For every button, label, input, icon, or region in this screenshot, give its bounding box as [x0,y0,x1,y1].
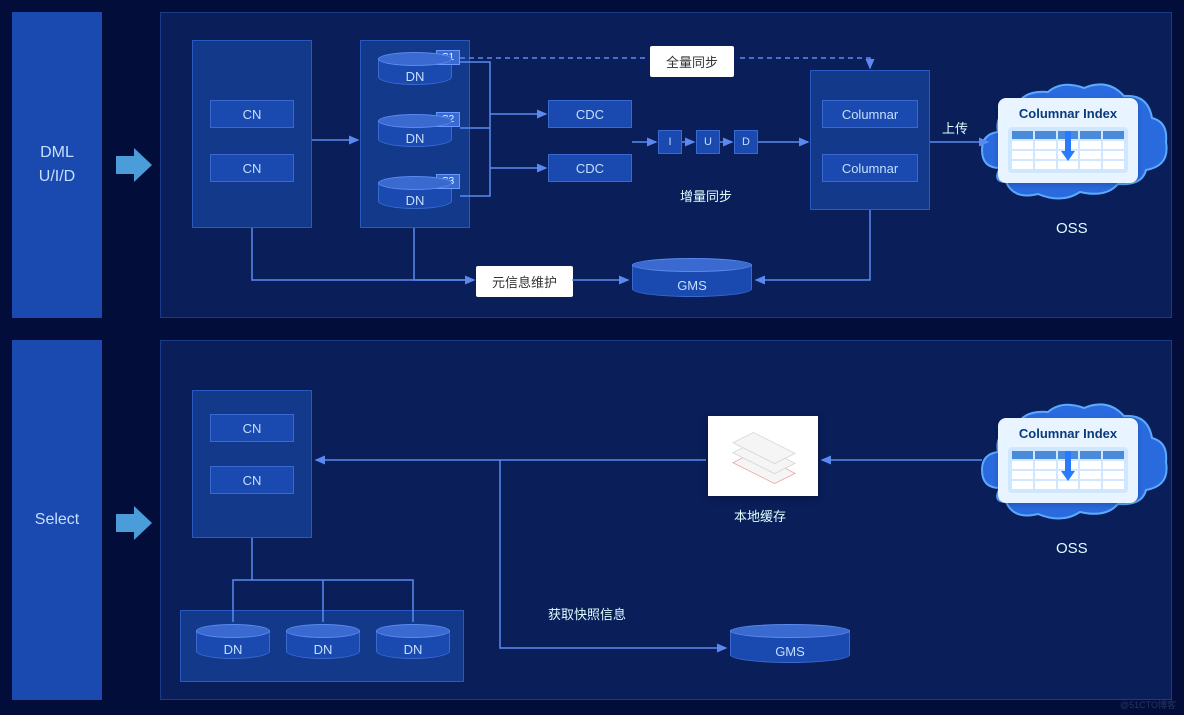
node-columnar-0: Columnar [822,100,918,128]
group-columnar [810,70,930,210]
node-cn-bottom-0: CN [210,414,294,442]
label-meta: 元信息维护 [476,266,573,297]
layers-icon [728,431,798,481]
group-cn-bottom [192,390,312,538]
box-d: D [734,130,758,154]
box-i: I [658,130,682,154]
label-incremental: 增量同步 [680,186,732,205]
cyl-gms-bottom: GMS [730,624,850,663]
sidebar-select: Select [12,340,102,700]
sidebar-dml: DML U/I/D [12,12,102,318]
node-cn-top-1: CN [210,154,294,182]
node-cdc-0: CDC [548,100,632,128]
down-arrow-icon-bottom [1063,451,1073,481]
label-oss-top: OSS [1056,220,1088,237]
box-u: U [696,130,720,154]
label-upload: 上传 [942,118,968,137]
label-snapshot: 获取快照信息 [548,604,626,623]
down-arrow-icon [1063,131,1073,161]
cyl-gms-top: GMS [632,258,752,297]
cyl-dn-bottom-1: DN [286,624,360,659]
sidebar-dml-line2: U/I/D [39,165,75,189]
cyl-dn-top-1: DN [378,114,452,147]
node-cn-bottom-1: CN [210,466,294,494]
oss-card-bottom: Columnar Index [998,418,1138,503]
oss-title-top: Columnar Index [1008,106,1128,121]
oss-table-icon-bottom [1008,447,1128,493]
label-full-sync: 全量同步 [650,46,734,77]
cyl-dn-top-0: DN [378,52,452,85]
group-cn-top [192,40,312,228]
label-cache: 本地缓存 [734,506,786,525]
oss-table-icon [1008,127,1128,173]
watermark: @51CTO博客 [1120,698,1176,711]
cyl-dn-bottom-2: DN [376,624,450,659]
cyl-dn-top-2: DN [378,176,452,209]
node-cdc-1: CDC [548,154,632,182]
sidebar-select-label: Select [35,508,79,532]
cyl-dn-bottom-0: DN [196,624,270,659]
node-cn-top-0: CN [210,100,294,128]
label-oss-bottom: OSS [1056,540,1088,557]
oss-title-bottom: Columnar Index [1008,426,1128,441]
oss-card-top: Columnar Index [998,98,1138,183]
node-columnar-1: Columnar [822,154,918,182]
cache-card [708,416,818,496]
sidebar-dml-line1: DML [40,141,74,165]
